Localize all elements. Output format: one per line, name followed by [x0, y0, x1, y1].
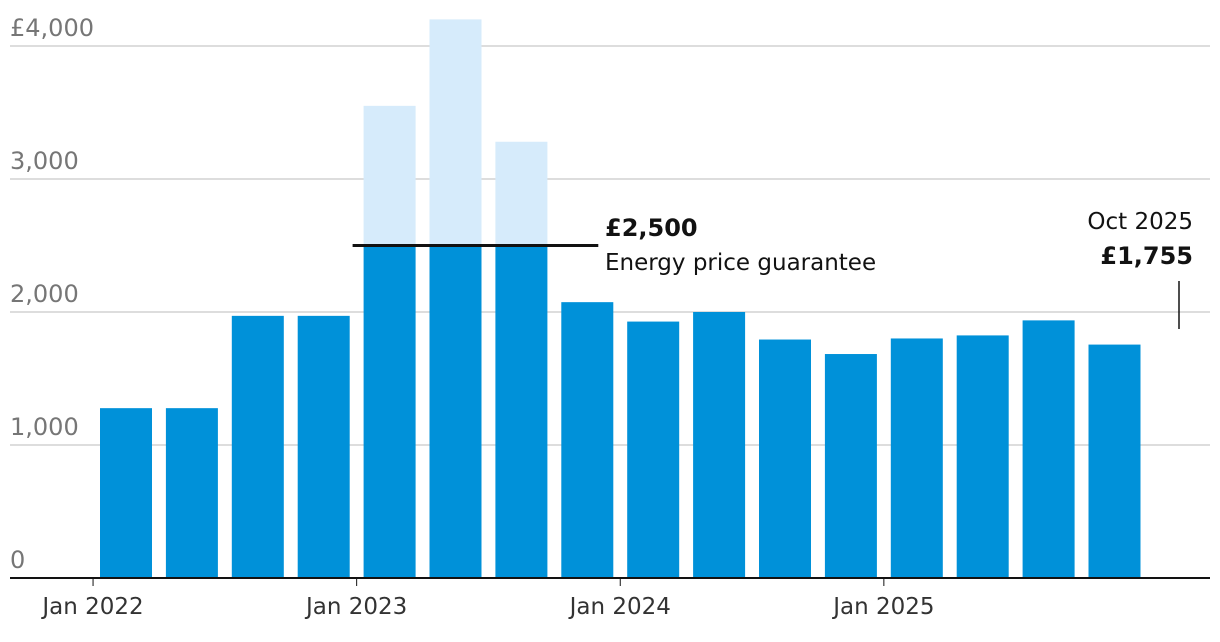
- x-tick-label: Jan 2025: [831, 594, 934, 620]
- bar: [890, 338, 943, 578]
- bar: [1088, 344, 1141, 578]
- x-tick-label: Jan 2023: [304, 594, 407, 620]
- latest-value-label: £1,755: [1100, 242, 1193, 270]
- bar: [429, 245, 482, 578]
- x-tick-label: Jan 2022: [40, 594, 143, 620]
- bar: [693, 312, 746, 578]
- y-tick-label: £4,000: [10, 14, 94, 42]
- bar: [1022, 320, 1075, 578]
- bar: [495, 245, 548, 578]
- bar: [100, 408, 152, 578]
- bar: [363, 245, 416, 578]
- guarantee-value-label: £2,500: [605, 214, 698, 242]
- y-tick-label: 1,000: [10, 413, 79, 441]
- bar: [759, 339, 811, 578]
- y-axis-ticks: 0 1,000 2,000 3,000 £4,000: [10, 14, 94, 574]
- x-axis-ticks: Jan 2022 Jan 2023 Jan 2024 Jan 2025: [40, 578, 935, 620]
- latest-period-label: Oct 2025: [1087, 209, 1193, 235]
- y-tick-label: 3,000: [10, 147, 79, 175]
- y-tick-label: 0: [10, 546, 25, 574]
- y-tick-label: 2,000: [10, 280, 79, 308]
- bar: [561, 302, 614, 578]
- bar: [297, 315, 350, 578]
- bar: [165, 408, 218, 578]
- guarantee-description-label: Energy price guarantee: [605, 250, 876, 276]
- bar-uncapped-portion: [363, 105, 416, 246]
- bar: [824, 354, 877, 578]
- bar: [956, 335, 1009, 578]
- bar: [627, 321, 680, 578]
- bar-uncapped-portion: [429, 19, 482, 246]
- bar: [231, 315, 284, 578]
- bars: [100, 19, 1141, 578]
- bar-uncapped-portion: [495, 141, 548, 246]
- x-tick-label: Jan 2024: [568, 594, 671, 620]
